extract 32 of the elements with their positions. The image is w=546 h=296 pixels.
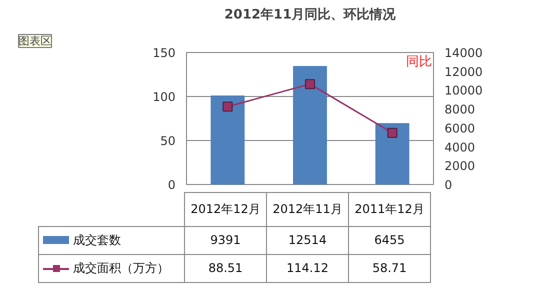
y2-tick-label: 8000 (444, 102, 476, 117)
y-tick-label: 0 (168, 178, 176, 192)
y2-tick-label: 14000 (444, 46, 483, 60)
bar (210, 95, 245, 184)
point (387, 128, 398, 138)
data-label: 12514 (266, 226, 348, 254)
y2-tick-label: 2000 (444, 159, 476, 174)
y2-tick-label: 0 (444, 178, 452, 192)
data-label: 9391 (184, 226, 266, 254)
data-label: 58.71 (348, 254, 430, 282)
y2-tick-label: 6000 (444, 121, 476, 136)
point (305, 79, 315, 90)
y2-tick-label: 4000 (444, 140, 476, 154)
legend-label: 成交面积（万方） (38, 254, 184, 282)
annotation: 同比 (406, 54, 432, 70)
x-tick-label: 2011年12月 (348, 192, 430, 226)
y2-tick-label: 12000 (444, 64, 483, 79)
data-label: 114.12 (266, 254, 348, 282)
text: 图表区 (18, 34, 52, 48)
chart-title: 2012年11月同比、环比情况 (224, 8, 397, 22)
bar (293, 66, 327, 184)
x-tick-label: 2012年12月 (184, 192, 266, 226)
y-tick-label: 100 (152, 90, 176, 104)
y2-tick-label: 10000 (444, 84, 483, 98)
data-label: 88.51 (184, 254, 266, 282)
x-tick-label: 2012年11月 (266, 192, 348, 226)
point (222, 102, 233, 112)
bar (375, 123, 410, 184)
y-tick-label: 150 (152, 46, 176, 60)
y-tick-label: 50 (160, 134, 176, 148)
data-label: 6455 (348, 226, 430, 254)
legend-label: 成交套数 (38, 226, 184, 254)
